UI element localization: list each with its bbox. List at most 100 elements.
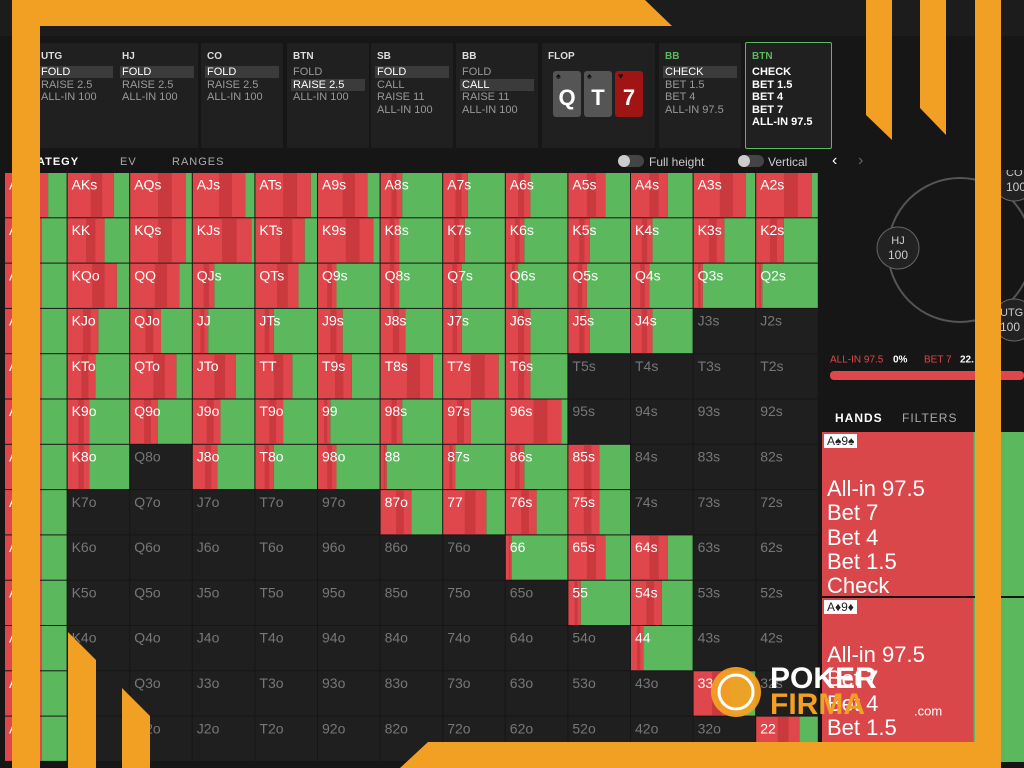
hand-label: K7s [447,222,471,238]
next-arrow[interactable]: › [858,152,864,169]
action-option[interactable]: CHECK [752,66,792,78]
cell-check [386,444,443,490]
cell-bet-shade [157,173,172,218]
toggle[interactable] [738,155,764,167]
cell-bet-shade [154,263,168,308]
cell-check [530,173,568,218]
cell-check [273,308,317,354]
cell-bet-shade [470,354,485,399]
hand-label: T9s [322,358,345,374]
action-option[interactable]: BET 4 [752,91,784,103]
cell-check [41,308,67,354]
cell-bet-shade [200,308,205,354]
action-option[interactable]: FOLD [120,66,194,78]
hand-label: K6s [510,222,534,238]
hand-label: 73s [698,494,721,510]
hand-label: JTo [197,358,219,374]
cell-bet-shade [712,671,722,716]
action-option[interactable]: BET 1.5 [752,78,793,91]
cell-check [41,399,67,444]
combo-action: All-in 97.5 [827,476,925,501]
action-option[interactable]: ALL-IN 100 [41,91,97,103]
cell-bet-shade [649,535,659,580]
cell-empty [192,626,255,671]
action-option[interactable]: RAISE 11 [462,91,510,103]
hand-label: 22 [760,720,776,736]
cell-bet-shade [327,263,332,308]
panel-tab[interactable]: HANDS [835,411,883,425]
cell-bet-shade [583,490,592,535]
action-option[interactable]: BET 4 [665,91,696,103]
cell-bet-shade [396,490,404,535]
cell-check [351,354,380,399]
tab[interactable]: EV [120,156,137,168]
action-option[interactable]: BET 7 [752,103,784,116]
position: BB [665,51,680,62]
cell-empty [318,490,380,535]
action-option[interactable]: RAISE 2.5 [122,78,174,91]
cell-bet-shade [206,399,214,444]
action-option[interactable]: RAISE 2.5 [41,78,93,91]
action-option[interactable]: ALL-IN 100 [122,91,178,103]
prev-arrow[interactable]: ‹ [832,152,838,169]
cell-check [411,490,443,535]
action-option[interactable]: RAISE 11 [377,91,425,103]
action-option[interactable]: ALL-IN 97.5 [752,116,813,128]
flop-box: FLOP ♠ Q ♠ T ♥ 7 [542,43,655,148]
action-option[interactable]: ALL-IN 100 [377,103,433,116]
hand-label: Q2o [134,720,161,736]
position: BB [462,51,477,62]
hand-label: 82s [760,449,783,465]
hand-label: K8s [385,222,409,238]
hand-label: 87s [447,449,470,465]
hand-label: 44 [635,630,651,646]
action-option[interactable]: FOLD [462,66,492,78]
action-option[interactable]: FOLD [205,66,279,78]
hand-label: 95o [322,584,346,600]
hand-label: 76s [510,494,533,510]
action-option[interactable]: ALL-IN 100 [293,91,349,103]
action-option[interactable]: RAISE 2.5 [207,78,259,91]
cell-check [157,399,192,444]
action-option[interactable]: BET 1.5 [665,78,705,91]
table-view: HJ 100 CO 100 UTG 100 ALL-IN 97.5 0% BET… [830,170,1024,425]
action-option[interactable]: ALL-IN 100 [207,91,263,103]
cell-empty [255,626,317,671]
cell-empty [192,716,255,761]
action-option[interactable]: FOLD [293,66,323,78]
hand-label: Q9s [322,267,348,283]
panel-tab[interactable]: FILTERS [902,411,957,425]
seat-name: UTG [1000,307,1023,319]
hand-label: Q2s [760,267,786,283]
hand-label: A6s [510,177,534,193]
action-option[interactable]: CHECK [663,66,737,78]
hand-label: 42o [635,720,659,736]
action-option[interactable]: ALL-IN 97.5 [665,103,724,116]
hand-label: TT [259,358,277,374]
action-option[interactable]: FOLD [375,66,449,78]
stat-action: BET 7 [924,355,952,366]
cell-bet [693,173,746,218]
cell-empty [192,671,255,716]
hand-label: Q5o [134,584,161,600]
action-box: BTN CHECK BET 1.5 BET 4 BET 7 ALL-IN 97.5 [745,42,832,149]
hand-label: 96s [510,403,533,419]
action-option[interactable]: FOLD [39,66,113,78]
tab[interactable]: RANGES [172,156,225,168]
action-option[interactable]: CALL [460,78,534,91]
action-option[interactable]: RAISE 2.5 [291,78,365,91]
combo-action: Bet 1.5 [827,714,897,740]
hand-label: Q6o [134,539,161,555]
cell-check [98,308,130,354]
hand-label: 84o [385,630,409,646]
cell-bet-shade [464,490,476,535]
action-option[interactable]: CALL [377,78,405,91]
hand-label: K2o [72,720,97,736]
hand-label: A9s [322,177,346,193]
action-option[interactable]: ALL-IN 100 [462,103,518,116]
hand-label: ATs [259,177,281,193]
toggle[interactable] [618,155,644,167]
cell-empty [756,308,818,354]
hand-label: 88 [385,449,401,465]
hand-label: K4o [72,630,97,646]
